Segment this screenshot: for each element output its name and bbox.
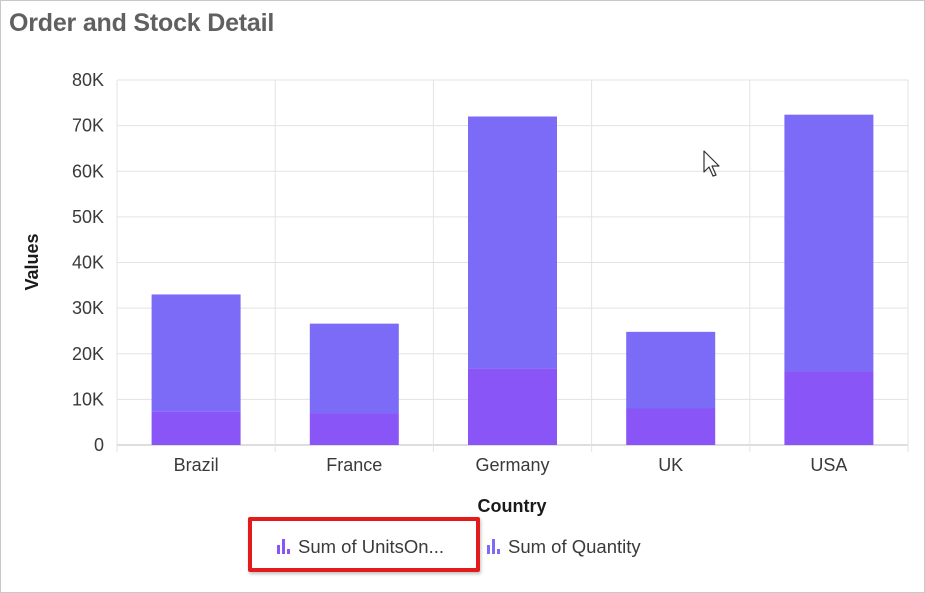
bar-series [151, 114, 874, 445]
legend-label: Sum of Quantity [508, 536, 641, 557]
bar-usa-series-0 [784, 371, 874, 445]
chart-legend: Sum of UnitsOn... Sum of Quantity [0, 530, 925, 564]
bar-chart-icon [276, 539, 292, 555]
legend-highlight-box [248, 517, 480, 572]
x-axis-label: Country [478, 496, 547, 516]
y-axis-ticks: 0 10K 20K 30K 40K 50K 60K 70K 80K [72, 70, 104, 455]
y-tick-label: 30K [72, 298, 104, 318]
y-tick-label: 70K [72, 116, 104, 136]
bar-usa-series-1 [784, 114, 874, 372]
y-tick-label: 0 [94, 435, 104, 455]
bar-brazil-series-1 [151, 294, 241, 412]
x-tick-label: Germany [475, 455, 549, 475]
bar-germany-series-0 [468, 368, 557, 445]
mouse-cursor-icon [703, 150, 720, 177]
bar-chart-icon [486, 539, 502, 555]
y-tick-label: 60K [72, 161, 104, 181]
y-tick-label: 50K [72, 207, 104, 227]
x-tick-label: France [326, 455, 382, 475]
x-tick-label: USA [810, 455, 847, 475]
chart-title: Order and Stock Detail [9, 9, 275, 37]
y-tick-label: 20K [72, 344, 104, 364]
y-axis-label: Values [22, 233, 42, 290]
legend-item-units-on-order[interactable]: Sum of UnitsOn... [276, 530, 444, 564]
bar-france-series-0 [309, 413, 399, 445]
bar-france-series-1 [309, 323, 399, 414]
bar-uk-series-0 [626, 408, 716, 445]
bar-brazil-series-0 [151, 411, 241, 445]
legend-item-quantity[interactable]: Sum of Quantity [486, 530, 641, 564]
y-tick-label: 10K [72, 389, 104, 409]
bar-uk-series-1 [626, 331, 716, 409]
y-tick-label: 40K [72, 253, 104, 273]
x-axis-ticks: Brazil France Germany UK USA [174, 455, 848, 475]
y-tick-label: 80K [72, 70, 104, 90]
x-tick-label: UK [658, 455, 683, 475]
bar-germany-series-1 [468, 116, 557, 369]
legend-label: Sum of UnitsOn... [298, 536, 444, 557]
x-tick-label: Brazil [174, 455, 219, 475]
